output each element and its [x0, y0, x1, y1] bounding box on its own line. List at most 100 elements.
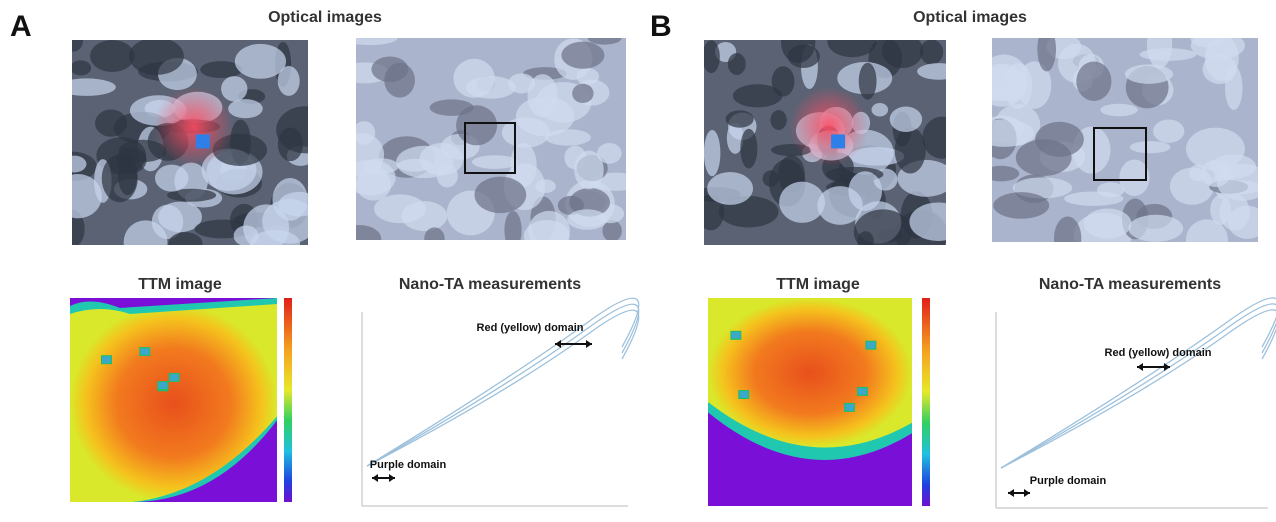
grain — [545, 129, 591, 145]
grain — [371, 57, 408, 83]
grain — [337, 225, 381, 252]
grain — [703, 40, 720, 73]
grain — [453, 59, 494, 98]
grain — [1054, 217, 1081, 261]
annotation: Red (yellow) domain — [1105, 347, 1212, 359]
grain — [124, 220, 168, 263]
grain — [895, 127, 926, 174]
section-title: Nano-TA measurements — [1039, 276, 1221, 293]
grain — [920, 40, 943, 65]
grain — [1201, 160, 1231, 187]
grain — [922, 117, 961, 159]
grain — [827, 25, 876, 57]
grain — [474, 177, 526, 214]
grain — [1147, 22, 1172, 68]
grain — [221, 76, 247, 101]
probe — [196, 134, 210, 148]
grain — [102, 154, 138, 202]
grain — [1228, 206, 1267, 239]
hot-spot — [101, 356, 111, 364]
grain — [228, 99, 263, 118]
annotation: Purple domain — [1030, 475, 1107, 487]
grain — [707, 172, 753, 205]
annotation: Purple domain — [370, 459, 447, 471]
grain — [1064, 191, 1123, 205]
grain — [882, 33, 923, 68]
grain — [276, 106, 334, 153]
grain — [975, 119, 1034, 147]
section-title: TTM image — [776, 276, 860, 293]
grain — [983, 166, 1019, 182]
optical-image — [968, 22, 1269, 260]
grain — [1100, 104, 1138, 116]
optical-image — [694, 22, 967, 257]
hot-spot — [739, 391, 749, 399]
grain — [726, 110, 754, 127]
grain — [235, 44, 286, 79]
hot-spot — [866, 341, 876, 349]
grain — [740, 129, 757, 169]
hot-spot — [844, 403, 854, 411]
grain — [1037, 27, 1056, 71]
colorbar — [284, 298, 292, 502]
grain — [168, 232, 202, 255]
grain — [728, 53, 746, 75]
grain — [70, 60, 91, 75]
grain — [397, 159, 432, 172]
grain — [54, 174, 102, 218]
grain — [343, 32, 397, 46]
grain — [561, 42, 604, 69]
laser-glow — [789, 86, 869, 166]
grain — [472, 155, 518, 169]
optical-image — [48, 31, 334, 264]
grain — [363, 158, 399, 174]
grain — [871, 103, 888, 116]
section-title: TTM image — [138, 276, 222, 293]
grain — [772, 66, 795, 96]
grain — [63, 31, 83, 51]
grain — [1186, 219, 1228, 260]
grain — [763, 170, 779, 186]
section-title: Nano-TA measurements — [399, 276, 581, 293]
grain — [419, 143, 463, 176]
panel-label: A — [10, 10, 32, 43]
grain — [90, 40, 134, 72]
grain — [234, 226, 259, 247]
grain — [374, 194, 426, 223]
grain — [704, 130, 720, 176]
grain — [1076, 62, 1111, 101]
annotation: Red (yellow) domain — [477, 322, 584, 334]
hot-spot — [857, 387, 867, 395]
grain — [890, 107, 922, 132]
optical-image — [337, 32, 641, 253]
figure: A Optical images TTM image Nano-TA measurem… — [0, 0, 1276, 522]
hot-spot — [731, 331, 741, 339]
grain — [1203, 54, 1237, 84]
grain — [424, 227, 445, 250]
grain — [572, 84, 593, 103]
laser-glow — [154, 86, 234, 166]
grain — [781, 22, 815, 63]
section-title: Optical images — [268, 9, 382, 26]
grain — [528, 74, 558, 117]
grain — [1153, 120, 1184, 143]
grain — [909, 202, 967, 241]
grain — [1130, 141, 1171, 153]
grain — [597, 143, 622, 164]
grain — [524, 220, 570, 252]
grain — [859, 63, 877, 100]
grain — [279, 192, 320, 217]
grain — [1016, 139, 1072, 176]
grain — [155, 165, 188, 192]
grain — [95, 110, 127, 137]
hot-spot — [158, 382, 168, 390]
colorbar — [922, 298, 930, 506]
grain — [576, 68, 599, 85]
grain — [57, 78, 116, 95]
grain — [129, 37, 184, 75]
probe — [831, 134, 845, 148]
grain — [817, 186, 862, 225]
grain — [588, 32, 621, 45]
grain — [62, 156, 86, 173]
grain — [978, 64, 1027, 107]
